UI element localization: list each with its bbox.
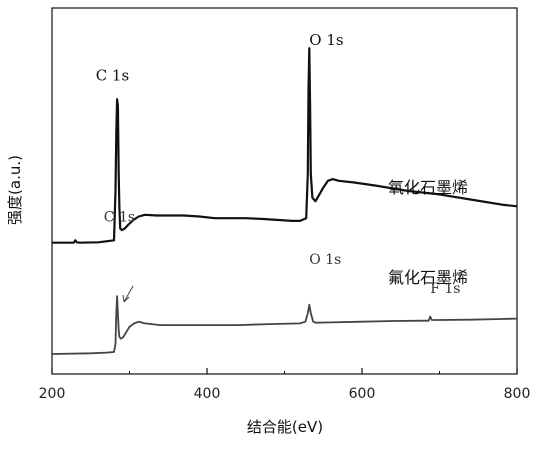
y-axis-title: 强度(a.u.): [6, 155, 24, 225]
peak-label: O 1s: [309, 252, 341, 268]
x-tick-label: 200: [39, 386, 66, 402]
peak-label: C 1s: [104, 209, 135, 225]
c1s-arrow: [123, 285, 134, 303]
x-tick-label: 600: [349, 386, 376, 402]
peak-label: F 1s: [430, 281, 460, 297]
series-layer: [51, 47, 518, 355]
x-axis-title: 结合能(eV): [247, 418, 323, 436]
series-line-fluorinated-graphene: [51, 295, 518, 355]
series-label-graphene-oxide: 氧化石墨烯: [388, 178, 468, 197]
peak-annotations: C 1s O 1s C 1s O 1s F 1s: [96, 31, 461, 297]
peak-label: C 1s: [96, 67, 130, 85]
x-axis-ticks: 200 400 600 800: [39, 368, 531, 402]
x-tick-label: 400: [194, 386, 221, 402]
series-label-fluorinated-graphene: 氟化石墨烯: [388, 268, 468, 287]
c1s-arrowhead: [122, 294, 130, 303]
peak-label: O 1s: [309, 31, 343, 49]
x-tick-label: 800: [504, 386, 531, 402]
series-line-graphene-oxide: [52, 47, 518, 244]
